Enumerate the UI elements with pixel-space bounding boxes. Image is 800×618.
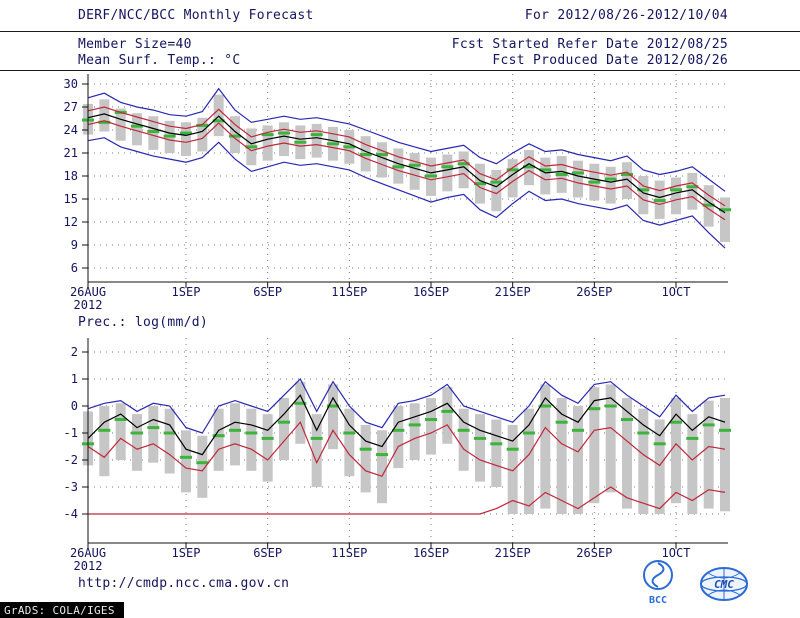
- variable-label: Mean Surf. Temp.: °C: [78, 53, 241, 68]
- fcst-produced-label: Fcst Produced Date 2012/08/26: [492, 53, 728, 68]
- temperature-chart-ensemble-max: [87, 87, 726, 192]
- y-tick-label: 18: [64, 169, 78, 183]
- x-tick-label: 26SEP: [576, 285, 612, 299]
- cma-logo-label: CMC: [714, 578, 734, 591]
- x-tick-label: 11SEP: [331, 285, 367, 299]
- agency-logos: BCC CMC: [636, 558, 756, 606]
- fcst-started-label: Fcst Started Refer Date 2012/08/25: [451, 37, 728, 52]
- y-tick-label: 27: [64, 100, 78, 114]
- x-tick-year-label: 2012: [74, 298, 103, 312]
- temperature-chart-lower-quartile: [87, 120, 726, 221]
- y-tick-label: -2: [64, 453, 78, 467]
- x-tick-year-label: 2012: [74, 559, 103, 573]
- bcc-logo-icon: BCC: [643, 560, 673, 606]
- member-size-label: Member Size=40: [78, 37, 192, 52]
- cma-logo-icon: CMC: [700, 567, 748, 601]
- precip-chart-title: Prec.: log(mm/d): [78, 315, 209, 330]
- x-tick-label: 26SEP: [576, 546, 612, 560]
- x-tick-label: 21SEP: [495, 546, 531, 560]
- x-tick-label: 1OCT: [662, 285, 691, 299]
- y-tick-label: -1: [64, 426, 78, 440]
- x-tick-label: 11SEP: [331, 546, 367, 560]
- x-tick-label: 1SEP: [172, 546, 201, 560]
- x-tick-label: 16SEP: [413, 546, 449, 560]
- precipitation-chart-ensemble-min: [88, 486, 726, 515]
- x-tick-label: 6SEP: [253, 285, 282, 299]
- forecast-range: For 2012/08/26-2012/10/04: [524, 8, 728, 23]
- y-tick-label: 30: [64, 77, 78, 91]
- precipitation-chart-lower-quartile: [87, 421, 726, 477]
- y-tick-label: 6: [71, 261, 78, 275]
- temperature-chart-ensemble-mean: [87, 113, 726, 214]
- y-tick-label: 2: [71, 345, 78, 359]
- y-tick-label: 15: [64, 192, 78, 206]
- header-divider-top: [0, 31, 800, 32]
- y-tick-label: 24: [64, 123, 78, 137]
- y-tick-label: 9: [71, 238, 78, 252]
- temperature-chart-upper-quartile: [87, 106, 726, 207]
- header-divider-bottom: [0, 70, 800, 71]
- page-title: DERF/NCC/BCC Monthly Forecast: [78, 8, 314, 23]
- y-tick-label: 1: [71, 372, 78, 386]
- x-tick-label: 6SEP: [253, 546, 282, 560]
- x-tick-label: 21SEP: [495, 285, 531, 299]
- x-tick-label: 26AUG: [70, 546, 106, 560]
- x-tick-label: 1SEP: [172, 285, 201, 299]
- y-tick-label: -4: [64, 507, 78, 521]
- precipitation-chart-ensemble-max: [87, 377, 726, 434]
- temperature-chart-ensemble-min: [87, 137, 726, 249]
- precipitation-chart-ensemble-mean: [87, 394, 726, 456]
- x-tick-label: 1OCT: [662, 546, 691, 560]
- x-tick-label: 26AUG: [70, 285, 106, 299]
- y-tick-label: 0: [71, 399, 78, 413]
- grads-credit: GrADS: COLA/IGES: [0, 602, 124, 618]
- y-tick-label: 12: [64, 215, 78, 229]
- y-tick-label: 21: [64, 146, 78, 160]
- source-url-link[interactable]: http://cmdp.ncc.cma.gov.cn: [78, 576, 290, 591]
- y-tick-label: -3: [64, 480, 78, 494]
- x-tick-label: 16SEP: [413, 285, 449, 299]
- bcc-logo-label: BCC: [649, 595, 667, 606]
